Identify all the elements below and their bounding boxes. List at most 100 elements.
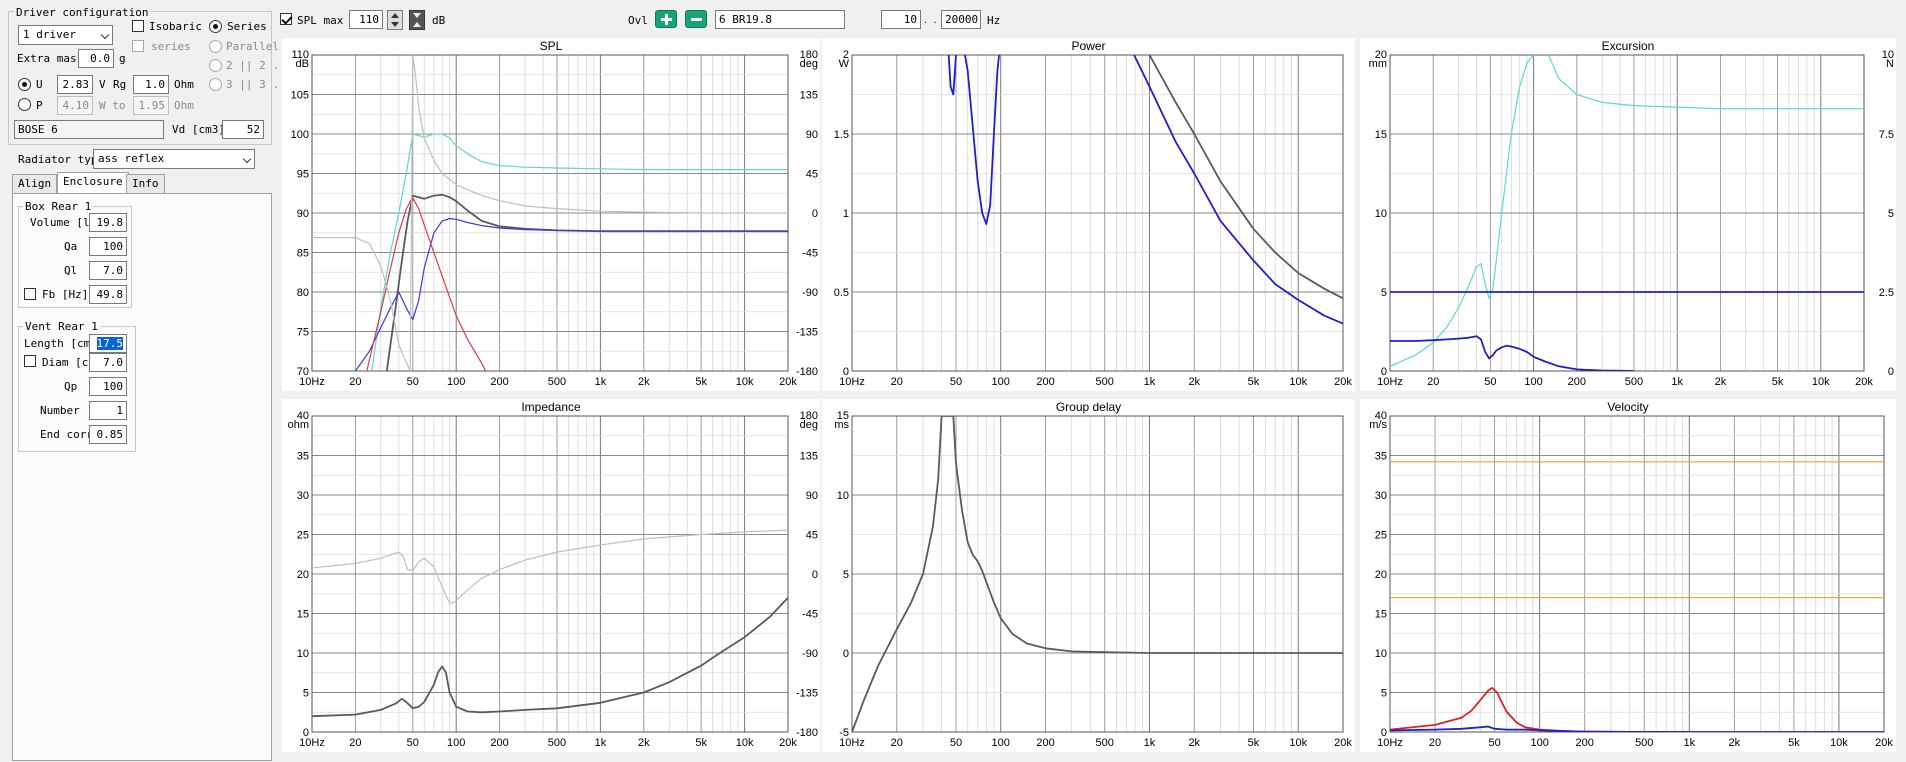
isobaric-label: Isobaric <box>149 20 202 33</box>
qp-input[interactable]: 100 <box>89 377 127 396</box>
series-radio[interactable] <box>209 20 222 33</box>
x-tick-label: 50 <box>950 376 962 388</box>
fb-input[interactable]: 49.8 <box>89 285 127 304</box>
x-tick-label: 20 <box>891 737 903 749</box>
parallel-radio[interactable] <box>209 40 222 53</box>
y-tick-label: 10 <box>837 490 849 502</box>
spl-max-input[interactable]: 110 <box>349 10 383 29</box>
velocity-chart: Velocity 40 35 30 25 20 15 10 5 0 m/s 10Hz 20 50 100 2… <box>1360 399 1896 752</box>
y2-axis-label: deg <box>800 58 818 70</box>
extra-mass-input[interactable]: 0.0 <box>78 49 114 68</box>
series-group <box>312 55 788 371</box>
spl-max-range-spinner[interactable] <box>409 10 425 30</box>
series-line-1 <box>312 529 788 604</box>
tab-info[interactable]: Info <box>126 174 165 193</box>
fb-label: Fb [Hz] <box>42 288 89 301</box>
spl-max-spinner[interactable] <box>387 10 403 30</box>
x-tick-label: 10Hz <box>1377 737 1403 749</box>
fb-checkbox[interactable] <box>24 288 36 300</box>
x-tick-label: 10Hz <box>1377 376 1403 388</box>
y-tick-label: 5 <box>843 569 849 581</box>
diam-label: Diam [cm <box>42 356 95 369</box>
y-tick-label: 30 <box>297 490 309 502</box>
extra-mass-unit: g <box>119 52 126 65</box>
tab-align[interactable]: Align <box>12 174 58 193</box>
x-tick-label: 100 <box>992 737 1010 749</box>
spl-max-checkbox[interactable] <box>280 13 292 25</box>
end-corr-input[interactable]: 0.85 <box>89 425 127 444</box>
y-tick-label: 40 <box>297 410 309 422</box>
y-axis-label: mm <box>1369 58 1387 70</box>
power-radio[interactable] <box>18 98 31 111</box>
y-tick-label: 35 <box>1375 451 1387 463</box>
volume-input[interactable]: 19.8 <box>89 213 127 232</box>
y2-tick-label: -180 <box>796 366 818 378</box>
diam-checkbox[interactable] <box>24 355 36 367</box>
isobaric-checkbox[interactable] <box>132 20 144 32</box>
series-line-3 <box>366 196 487 371</box>
series-line-2 <box>1390 335 1635 371</box>
vd-label: Vd [cm3] <box>172 123 225 136</box>
y2-tick-label: 5 <box>1888 208 1894 220</box>
x-tick-label: 2k <box>1715 376 1727 388</box>
y-tick-label: 5 <box>303 688 309 700</box>
series-label: series <box>151 40 191 53</box>
ql-input[interactable]: 7.0 <box>89 261 127 280</box>
x-tick-label: 1k <box>595 376 607 388</box>
remove-overlay-icon[interactable] <box>685 10 707 28</box>
series-line-4 <box>312 55 788 371</box>
x-tick-label: 5k <box>695 376 707 388</box>
y-tick-label: 15 <box>1375 129 1387 141</box>
driver-count-select[interactable]: 1 driver <box>18 25 113 45</box>
x-tick-label: 5k <box>1788 737 1800 749</box>
impedance-chart-svg: 4035302520151050ohm18013590450-45-90-135… <box>288 410 818 749</box>
y-tick-label: 15 <box>1375 609 1387 621</box>
voltage-radio[interactable] <box>18 78 31 91</box>
project-name-input[interactable]: 6 BR19.8 <box>715 10 845 29</box>
freq-unit: Hz <box>987 14 1001 27</box>
chart-title: Power <box>1071 39 1106 53</box>
chart-title: SPL <box>539 39 563 53</box>
x-tick-label: 200 <box>1576 737 1594 749</box>
y2-tick-label: 180 <box>800 410 818 422</box>
series-checkbox[interactable] <box>132 40 144 52</box>
x-tick-label: 200 <box>490 737 508 749</box>
y2-tick-label: 135 <box>800 451 818 463</box>
freq-max-input[interactable]: 20000 <box>941 10 981 29</box>
diam-input[interactable]: 7.0 <box>89 353 127 372</box>
x-tick-label: 50 <box>950 737 962 749</box>
power-input[interactable]: 4.10 <box>57 96 93 115</box>
option-3x3-radio[interactable] <box>209 78 222 91</box>
number-input[interactable]: 1 <box>89 401 127 420</box>
x-tick-label: 20 <box>1429 737 1441 749</box>
impedance-chart: Impedance 40 35 30 25 20 15 10 5 0 ohm 180 135 90 45 0… <box>282 399 820 752</box>
y2-tick-label: 45 <box>806 169 818 181</box>
x-tick-label: 500 <box>1635 737 1653 749</box>
voltage-input[interactable]: 2.83 <box>57 75 93 94</box>
option-2x2-radio[interactable] <box>209 59 222 72</box>
x-tick-label: 20k <box>1855 376 1873 388</box>
spl-chart-svg: 110 105 100 95 90 85 80 75 70 dB 180 135 90 45 0 -45 -90… <box>291 49 818 388</box>
power-ohm-input[interactable]: 1.95 <box>133 96 169 115</box>
qa-input[interactable]: 100 <box>89 237 127 256</box>
tab-enclosure[interactable]: Enclosure <box>57 172 129 193</box>
radiator-type-select[interactable]: ass reflex <box>93 149 255 169</box>
y-tick-label: 105 <box>291 90 309 102</box>
y-tick-label: 20 <box>1375 49 1387 61</box>
y-tick-label: 0 <box>1381 727 1387 739</box>
driver-name-input[interactable]: BOSE 6 <box>14 120 164 139</box>
vd-input[interactable]: 52 <box>222 120 264 139</box>
y-tick-label: 25 <box>297 530 309 542</box>
x-tick-label: 50 <box>407 376 419 388</box>
length-input[interactable]: 17.5 <box>89 334 127 353</box>
y2-tick-label: -90 <box>802 287 818 299</box>
series-line-0 <box>371 133 788 371</box>
series-line-0 <box>312 597 788 718</box>
parallel-label: Parallel <box>226 40 279 53</box>
series-line-1 <box>385 193 788 371</box>
power-chart-svg: 2 1.5 1 0.5 0 W 10Hz 20 50 100 200 500 1k 2k 5k 10k 20k <box>834 49 1353 388</box>
rg-input[interactable]: 1.0 <box>133 75 169 94</box>
add-overlay-icon[interactable] <box>655 10 677 28</box>
rg-label: Rg <box>113 78 127 91</box>
freq-min-input[interactable]: 10 <box>881 10 921 29</box>
